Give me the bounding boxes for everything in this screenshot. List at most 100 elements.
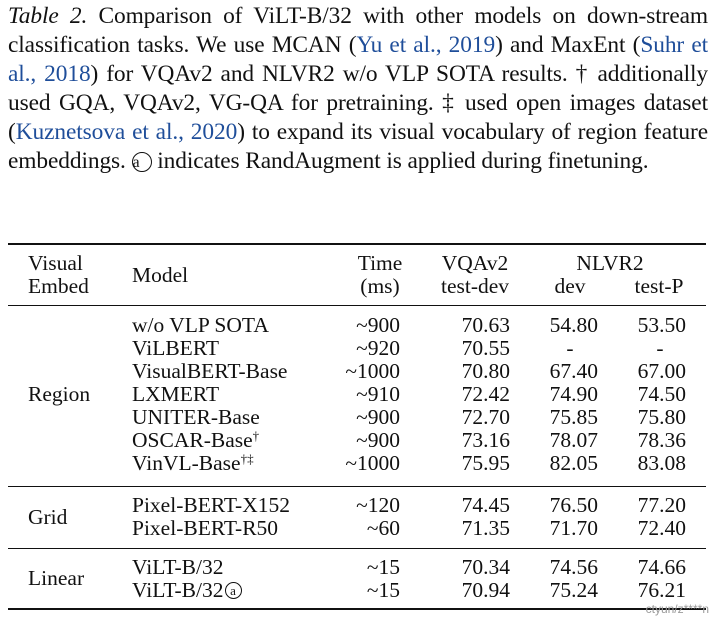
header-text: Time: [357, 251, 403, 275]
header-visual-embed: Visual Embed: [28, 252, 89, 298]
header-nlvr: NLVR2: [576, 251, 644, 275]
nlvr-dev-cell: 75.85: [549, 405, 598, 429]
group-divider: [8, 548, 706, 549]
nlvr-dev-cell: -: [566, 336, 574, 360]
randaugment-symbol: a: [131, 152, 152, 172]
header-rule: [8, 305, 706, 306]
model-name-text: Pixel-BERT-R50: [132, 516, 279, 540]
time-ms-cell: ~1000: [345, 359, 400, 383]
group-divider: [8, 486, 706, 487]
nlvr-dev-cell: 71.70: [549, 516, 598, 540]
model-name: Pixel-BERT-X152: [132, 494, 290, 517]
nlvr-dev-cell: 76.50: [549, 493, 598, 517]
vqa-test-dev-cell: 75.95: [461, 451, 510, 475]
nlvr-test-p-cell: 76.21: [637, 578, 686, 602]
watermark: ctyun/z****n: [645, 602, 709, 616]
group-label-region: Region: [28, 382, 91, 406]
randaugment-symbol: a: [224, 582, 242, 599]
vqa-test-dev-cell: 73.16: [461, 428, 510, 452]
nlvr-test-p-cell: 77.20: [637, 493, 686, 517]
vqa-test-dev-cell: 70.80: [461, 359, 510, 383]
nlvr-test-p-cell: -: [656, 336, 664, 360]
table-top-rule: [8, 243, 706, 245]
model-name: ViLBERT: [132, 337, 219, 360]
header-text: Embed: [28, 274, 89, 298]
nlvr-dev-cell: 67.40: [549, 359, 598, 383]
vqa-test-dev-cell: 70.55: [461, 336, 510, 360]
table-bottom-rule: [8, 608, 706, 610]
group-label-grid: Grid: [28, 505, 68, 529]
citation-link[interactable]: Yu et al., 2019: [356, 32, 496, 58]
header-dev: dev: [554, 274, 586, 298]
nlvr-test-p-cell: 53.50: [637, 313, 686, 337]
citation-link[interactable]: Suhr et al., 2018: [8, 32, 709, 87]
model-name-text: LXMERT: [132, 382, 220, 406]
nlvr-test-p-cell: 74.50: [637, 382, 686, 406]
header-text: VQAv2: [441, 251, 509, 275]
footnote-marker: †‡: [240, 451, 254, 466]
nlvr-dev-cell: 82.05: [549, 451, 598, 475]
header-testp: test-P: [634, 274, 684, 298]
model-name: Pixel-BERT-R50: [132, 517, 278, 540]
header-text: test-dev: [440, 274, 510, 298]
time-ms-cell: ~1000: [345, 451, 400, 475]
nlvr-test-p-cell: 72.40: [637, 516, 686, 540]
caption-text: indicates RandAugment is applied during …: [151, 148, 649, 174]
header-text: Visual: [28, 251, 83, 275]
caption-text: Comparison of ViLT-B/32 with other model…: [8, 3, 708, 58]
nlvr-dev-cell: 75.24: [549, 578, 598, 602]
model-name: VisualBERT-Base: [132, 360, 287, 383]
nlvr-test-p-cell: 78.36: [637, 428, 686, 452]
model-name: VinVL-Base†‡: [132, 452, 254, 475]
model-name: w/o VLP SOTA: [132, 314, 269, 337]
vqa-test-dev-cell: 72.70: [461, 405, 510, 429]
nlvr-test-p-cell: 74.66: [637, 555, 686, 579]
header-model: Model: [132, 263, 189, 287]
citation-link[interactable]: Kuznetsova et al., 2020: [15, 119, 238, 145]
table-caption: Table 2. Comparison of ViLT-B/32 with ot…: [8, 2, 708, 176]
model-name-text: w/o VLP SOTA: [132, 313, 269, 337]
nlvr-dev-cell: 74.90: [549, 382, 598, 406]
time-ms-cell: ~120: [356, 493, 400, 517]
model-name-text: OSCAR-Base: [132, 428, 253, 452]
model-name: ViLT-B/32 a: [132, 579, 242, 602]
nlvr-test-p-cell: 83.08: [637, 451, 686, 475]
vqa-test-dev-cell: 70.34: [461, 555, 510, 579]
time-ms-cell: ~910: [356, 382, 400, 406]
caption-label: Table 2.: [8, 3, 88, 29]
model-name-text: VisualBERT-Base: [132, 359, 288, 383]
time-ms-cell: ~900: [356, 405, 400, 429]
model-name: ViLT-B/32: [132, 556, 224, 579]
nlvr-dev-cell: 54.80: [549, 313, 598, 337]
time-ms-cell: ~920: [356, 336, 400, 360]
nlvr-test-p-cell: 67.00: [637, 359, 686, 383]
time-ms-cell: ~60: [366, 516, 400, 540]
vqa-test-dev-cell: 70.63: [461, 313, 510, 337]
model-name-text: ViLT-B/32: [132, 555, 224, 579]
time-ms-cell: ~900: [356, 428, 400, 452]
model-name-text: VinVL-Base: [132, 451, 241, 475]
model-name: LXMERT: [132, 383, 219, 406]
caption-text: ) for VQAv2 and NLVR2 w/o VLP SOTA resul…: [8, 61, 708, 145]
header-time: Time (ms): [340, 252, 420, 298]
vqa-test-dev-cell: 70.94: [461, 578, 510, 602]
group-label-linear: Linear: [28, 566, 85, 590]
caption-text: ) to expand its visual vocabulary of reg…: [8, 119, 708, 174]
model-name-text: Pixel-BERT-X152: [132, 493, 290, 517]
vqa-test-dev-cell: 71.35: [461, 516, 510, 540]
model-name: UNITER-Base: [132, 406, 260, 429]
time-ms-cell: ~900: [356, 313, 400, 337]
header-text: (ms): [360, 274, 400, 298]
header-vqa: VQAv2 test-dev: [420, 252, 530, 298]
footnote-marker: †: [252, 428, 260, 443]
vqa-test-dev-cell: 72.42: [461, 382, 510, 406]
model-name-text: ViLT-B/32: [132, 578, 224, 602]
nlvr-dev-cell: 74.56: [549, 555, 598, 579]
vqa-test-dev-cell: 74.45: [461, 493, 510, 517]
nlvr-test-p-cell: 75.80: [637, 405, 686, 429]
nlvr-dev-cell: 78.07: [549, 428, 598, 452]
model-name-text: UNITER-Base: [132, 405, 260, 429]
model-name: OSCAR-Base†: [132, 429, 259, 452]
model-name-text: ViLBERT: [132, 336, 219, 360]
time-ms-cell: ~15: [366, 578, 400, 602]
